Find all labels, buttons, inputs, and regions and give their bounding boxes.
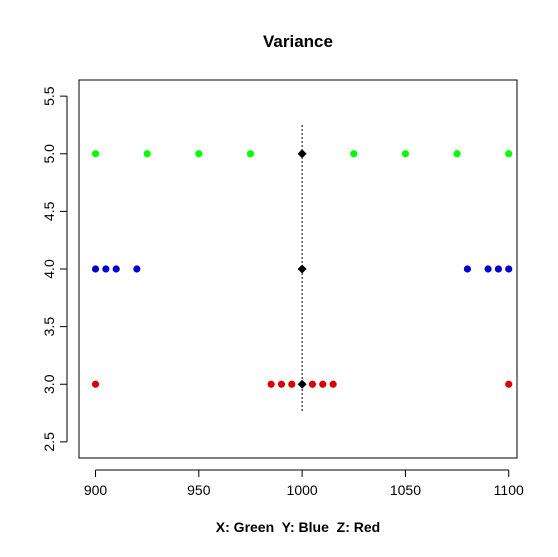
data-point [505, 380, 513, 388]
x-tick-label: 1000 [287, 482, 318, 498]
x-tick-label: 900 [84, 482, 108, 498]
data-point [112, 265, 120, 273]
y-tick-label: 4.0 [41, 259, 57, 279]
y-tick-label: 5.0 [41, 144, 57, 164]
data-point [91, 380, 100, 388]
y-tick-label: 2.5 [41, 432, 57, 452]
y-tick-label: 4.5 [41, 201, 57, 221]
data-point [195, 150, 203, 158]
y-axis: 2.5 3.0 3.5 4.0 4.5 5.0 5.5 [41, 86, 68, 452]
data-point [484, 265, 492, 273]
data-point [102, 265, 110, 273]
data-point [288, 380, 296, 388]
diamond-point [297, 264, 307, 274]
x-tick-label: 950 [187, 482, 211, 498]
data-point [463, 265, 472, 273]
diamond-point [297, 149, 307, 159]
x-axis: 900 950 1000 1050 1100 [84, 469, 524, 498]
data-point [91, 265, 100, 273]
data-point [319, 380, 327, 388]
data-point [505, 150, 513, 158]
y-tick-label: 5.5 [41, 86, 57, 106]
data-point [91, 150, 100, 158]
x-axis-label: X: Green Y: Blue Z: Red [216, 519, 380, 535]
data-point [308, 380, 317, 388]
data-point [505, 265, 513, 273]
data-point [401, 150, 410, 158]
x-tick-label: 1100 [494, 482, 524, 498]
y-tick-label: 3.5 [41, 317, 57, 337]
data-point [246, 150, 255, 158]
data-point [350, 150, 358, 158]
x-tick-label: 1050 [390, 482, 421, 498]
data-point [143, 150, 151, 158]
data-point [453, 150, 461, 158]
data-point [267, 380, 275, 388]
data-point [277, 380, 286, 388]
diamond-point [297, 379, 307, 389]
data-point [494, 265, 503, 273]
data-point [329, 380, 337, 388]
chart-title: Variance [263, 32, 333, 51]
plot-area-frame [78, 79, 518, 459]
y-tick-label: 3.0 [41, 374, 57, 394]
data-point [133, 265, 141, 273]
points-layer [91, 149, 513, 389]
